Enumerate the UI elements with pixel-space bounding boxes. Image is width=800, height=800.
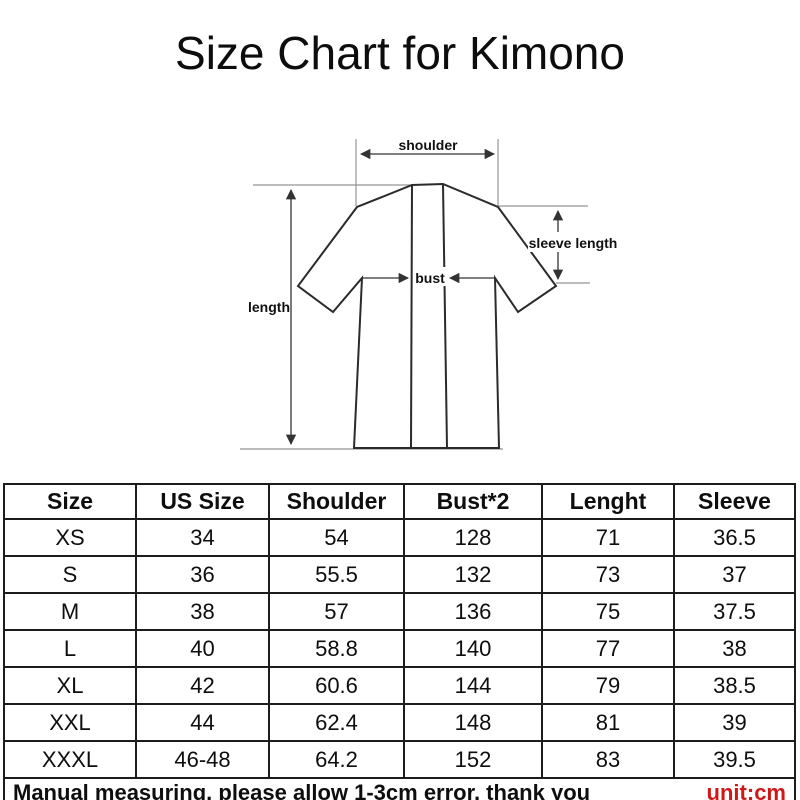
- table-cell: 38: [673, 629, 796, 668]
- table-cell: XS: [3, 518, 137, 557]
- table-cell: 37: [673, 555, 796, 594]
- table-cell: 148: [403, 703, 543, 742]
- table-cell: 54: [268, 518, 405, 557]
- table-cell: 39.5: [673, 740, 796, 779]
- table-cell: 55.5: [268, 555, 405, 594]
- bust-label: bust: [415, 270, 445, 286]
- collar-right-line: [442, 183, 448, 449]
- table-cell: 37.5: [673, 592, 796, 631]
- table-cell: 132: [403, 555, 543, 594]
- table-cell: M: [3, 592, 137, 631]
- collar-left-line: [410, 184, 413, 449]
- table-cell: 42: [135, 666, 270, 705]
- table-cell: 34: [135, 518, 270, 557]
- table-cell: 71: [541, 518, 675, 557]
- kimono-outline: [296, 182, 558, 449]
- table-cell: 75: [541, 592, 675, 631]
- table-cell: 73: [541, 555, 675, 594]
- unit-label: unit:cm: [706, 780, 786, 800]
- table-cell: 60.6: [268, 666, 405, 705]
- table-cell: 152: [403, 740, 543, 779]
- col-header-us-size: US Size: [135, 483, 270, 520]
- table-cell: 38: [135, 592, 270, 631]
- table-row-m: M 38 57 136 75 37.5: [3, 592, 796, 631]
- table-cell: 38.5: [673, 666, 796, 705]
- sleeve-length-label-bg: [528, 232, 620, 252]
- table-cell: 79: [541, 666, 675, 705]
- bust-label-bg: [414, 267, 446, 286]
- table-row-xl: XL 42 60.6 144 79 38.5: [3, 666, 796, 705]
- table-cell: 40: [135, 629, 270, 668]
- shoulder-label: shoulder: [398, 137, 458, 153]
- table-cell: XL: [3, 666, 137, 705]
- table-row-xxxl: XXXL 46-48 64.2 152 83 39.5: [3, 740, 796, 779]
- table-cell: 64.2: [268, 740, 405, 779]
- col-header-sleeve: Sleeve: [673, 483, 796, 520]
- col-header-bust: Bust*2: [403, 483, 543, 520]
- table-cell: 44: [135, 703, 270, 742]
- table-cell: 58.8: [268, 629, 405, 668]
- table-cell: 140: [403, 629, 543, 668]
- table-cell: 39: [673, 703, 796, 742]
- table-cell: 136: [403, 592, 543, 631]
- size-table: Size US Size Shoulder Bust*2 Lenght Slee…: [3, 483, 796, 800]
- table-cell: S: [3, 555, 137, 594]
- page-title: Size Chart for Kimono: [175, 27, 625, 79]
- col-header-shoulder: Shoulder: [268, 483, 405, 520]
- table-cell: 62.4: [268, 703, 405, 742]
- col-header-size: Size: [3, 483, 137, 520]
- table-row-xxl: XXL 44 62.4 148 81 39: [3, 703, 796, 742]
- table-cell: 46-48: [135, 740, 270, 779]
- table-cell: 77: [541, 629, 675, 668]
- footer-row: Manual measuring. please allow 1-3cm err…: [3, 777, 796, 800]
- col-header-length: Lenght: [541, 483, 675, 520]
- length-label: length: [248, 299, 290, 315]
- table-cell: XXXL: [3, 740, 137, 779]
- table-row-l: L 40 58.8 140 77 38: [3, 629, 796, 668]
- table-cell: 36: [135, 555, 270, 594]
- table-row-s: S 36 55.5 132 73 37: [3, 555, 796, 594]
- sleeve-length-label: sleeve length: [529, 235, 618, 251]
- measuring-note: Manual measuring. please allow 1-3cm err…: [13, 780, 591, 800]
- table-cell: 144: [403, 666, 543, 705]
- table-cell: 36.5: [673, 518, 796, 557]
- table-cell: XXL: [3, 703, 137, 742]
- table-cell: 128: [403, 518, 543, 557]
- kimono-measurement-diagram: shoulder sleeve length bust length: [240, 137, 620, 450]
- table-cell: 83: [541, 740, 675, 779]
- table-row-xs: XS 34 54 128 71 36.5: [3, 518, 796, 557]
- table-cell: L: [3, 629, 137, 668]
- header-row: Size US Size Shoulder Bust*2 Lenght Slee…: [3, 483, 796, 520]
- table-cell: 57: [268, 592, 405, 631]
- table-cell: 81: [541, 703, 675, 742]
